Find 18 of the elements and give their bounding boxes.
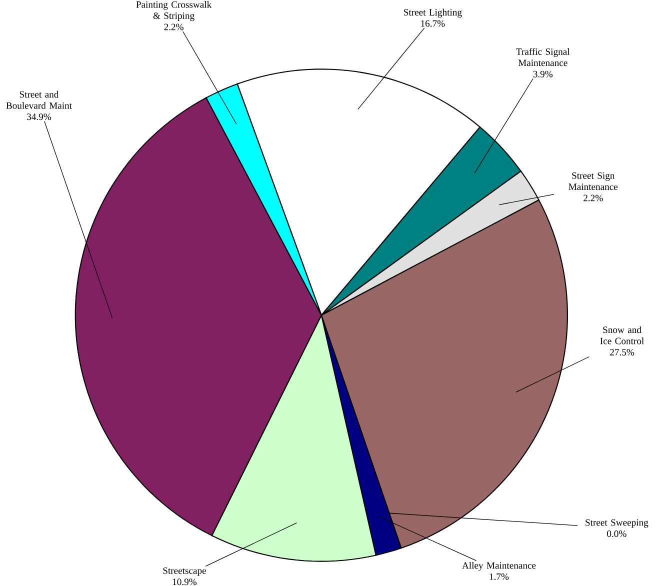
slice-label: Streetscape [163,567,206,576]
data-label: 1.7% [490,573,509,580]
category-label: Street Sweeping [586,519,648,528]
slice-label: Street Lighting [404,8,462,18]
data-label: 2.2% [584,194,603,202]
data-label: 16.7% [421,20,445,27]
slice-label: Snow and Ice Control [600,326,644,344]
slice-label: Painting Crosswalk & Striping [136,0,212,21]
slice-label: Street and Boulevard Maint [6,90,72,109]
data-label: 3.9% [533,70,553,78]
slice-label: Alley Maintenance [462,562,536,571]
data-label: 27.5% [610,348,634,356]
data-label: 2.2% [164,24,184,30]
slice-label: Street Sign Maintenance [568,172,618,190]
slice-label: Traffic Signal Maintenance [516,48,570,66]
data-label: 10.9% [172,578,197,586]
text: 0.0% [607,530,626,537]
data-label: 34.9% [27,113,52,120]
